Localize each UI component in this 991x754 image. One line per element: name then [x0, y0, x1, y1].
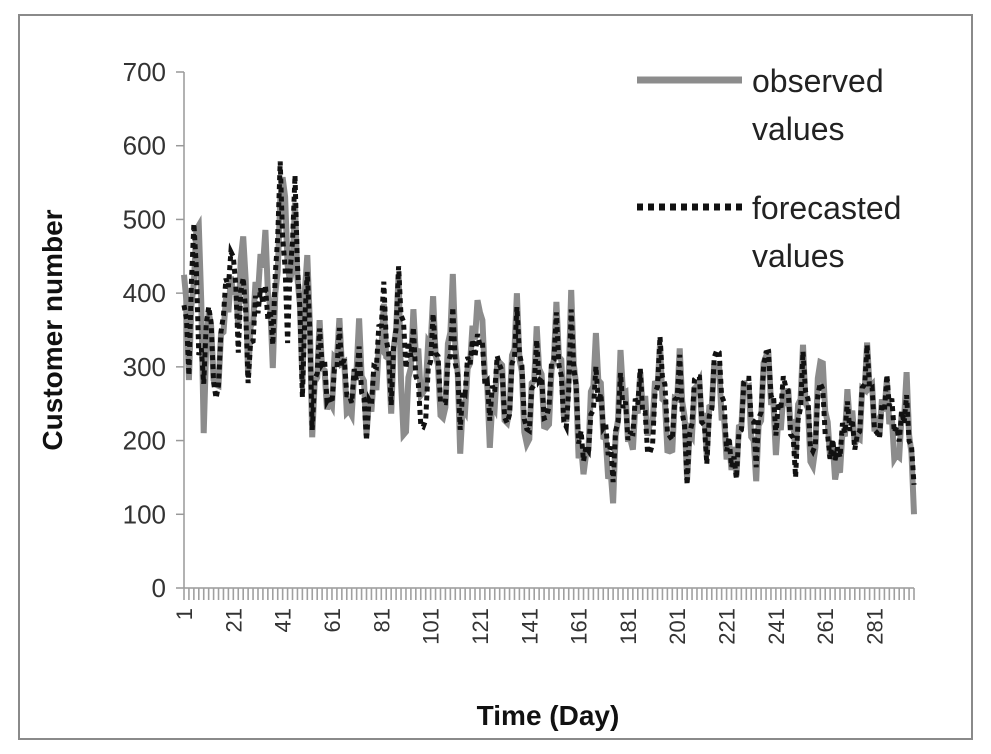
- y-tick-label: 500: [123, 204, 166, 234]
- y-tick-label: 400: [123, 278, 166, 308]
- x-tick-label: 261: [813, 608, 838, 645]
- x-tick-label: 141: [517, 608, 542, 645]
- series-layer: [181, 161, 917, 515]
- x-tick-label: 221: [715, 608, 740, 645]
- x-tick-label: 201: [665, 608, 690, 645]
- forecasted-series-line: [181, 161, 917, 485]
- x-tick-label: 181: [616, 608, 641, 645]
- x-tick-label: 61: [320, 608, 345, 632]
- x-minor-ticks: [183, 588, 915, 600]
- legend-observed-label-line2: values: [752, 111, 845, 147]
- x-tick-label: 281: [863, 608, 888, 645]
- x-tick-label: 81: [369, 608, 394, 632]
- x-tick-label: 41: [271, 608, 296, 632]
- x-tick-label: 101: [419, 608, 444, 645]
- x-axis-title: Time (Day): [477, 700, 620, 731]
- legend-forecast-label-line2: values: [752, 238, 845, 274]
- x-tick-label: 241: [764, 608, 789, 645]
- x-tick-label: 121: [468, 608, 493, 645]
- y-axis-title: Customer number: [37, 209, 68, 450]
- x-tick-label: 1: [172, 608, 197, 620]
- y-tick-label: 200: [123, 426, 166, 456]
- y-tick-label: 0: [152, 573, 166, 603]
- y-tick-label: 700: [123, 57, 166, 87]
- x-tick-label: 21: [221, 608, 246, 632]
- legend-forecast-label-line1: forecasted: [752, 190, 901, 226]
- y-tick-label: 600: [123, 131, 166, 161]
- y-tick-labels: 0 100 200 300 400 500 600 700: [123, 57, 184, 603]
- legend: observed values forecasted values: [637, 63, 901, 274]
- x-tick-labels: 1 21 41 61 81 101 121 141 161 181 201 221 241 261 281: [172, 608, 888, 645]
- legend-observed-label-line1: observed: [752, 63, 884, 99]
- x-tick-label: 161: [567, 608, 592, 645]
- y-tick-label: 100: [123, 499, 166, 529]
- y-tick-label: 300: [123, 352, 166, 382]
